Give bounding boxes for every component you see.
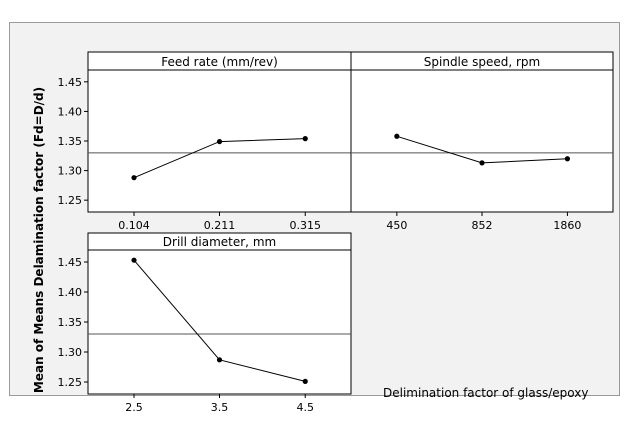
data-point	[216, 138, 223, 145]
x-tick-label: 2.5	[125, 401, 143, 414]
panel-title: Spindle speed, rpm	[424, 55, 540, 69]
y-tick-label: 1.45	[58, 76, 83, 89]
y-tick-label: 1.40	[58, 105, 83, 118]
panel-title: Drill diameter, mm	[163, 235, 276, 249]
data-point	[564, 156, 571, 162]
panel-frame	[87, 51, 352, 213]
y-tick-label: 1.30	[58, 346, 83, 359]
x-tick-label: 0.315	[289, 219, 321, 232]
x-tick-label: 0.211	[204, 219, 236, 232]
data-point	[479, 160, 485, 166]
data-point	[131, 175, 137, 181]
x-tick-label: 3.5	[211, 401, 229, 414]
data-point	[394, 133, 400, 139]
data-point	[216, 357, 223, 363]
panel-2: Spindle speed, rpm 450 852 1860	[350, 51, 614, 232]
data-point	[302, 136, 308, 142]
y-tick-label: 1.25	[58, 376, 83, 389]
x-tick-label: 852	[472, 219, 493, 232]
data-point	[131, 257, 137, 263]
panel-frame	[350, 51, 614, 213]
x-tick-label: 1860	[553, 219, 581, 232]
data-point	[302, 378, 308, 384]
x-tick-label: 450	[386, 219, 407, 232]
y-tick-label: 1.45	[58, 256, 83, 269]
y-tick-label: 1.40	[58, 286, 83, 299]
y-tick-label: 1.25	[58, 194, 83, 207]
x-tick-label: 0.104	[118, 219, 150, 232]
panels-group: Feed rate (mm/rev) 1.25 1.30 1.35 1.40 1.45 0.…	[58, 51, 614, 414]
panel-1: Feed rate (mm/rev) 1.25 1.30 1.35 1.40 1.45 0.…	[58, 51, 352, 232]
panel-3: Drill diameter, mm 1.25 1.30 1.35 1.40 1.45 2.…	[58, 232, 352, 414]
footer-note: Delimination factor of glass/epoxy	[383, 386, 588, 400]
y-tick-label: 1.35	[58, 316, 83, 329]
y-tick-label: 1.35	[58, 135, 83, 148]
panel-title: Feed rate (mm/rev)	[161, 55, 278, 69]
x-tick-label: 4.5	[296, 401, 314, 414]
panel-frame	[87, 232, 352, 395]
y-axis-label: Mean of Means Delamination factor (Fd=D/…	[32, 87, 46, 393]
y-tick-label: 1.30	[58, 165, 83, 178]
